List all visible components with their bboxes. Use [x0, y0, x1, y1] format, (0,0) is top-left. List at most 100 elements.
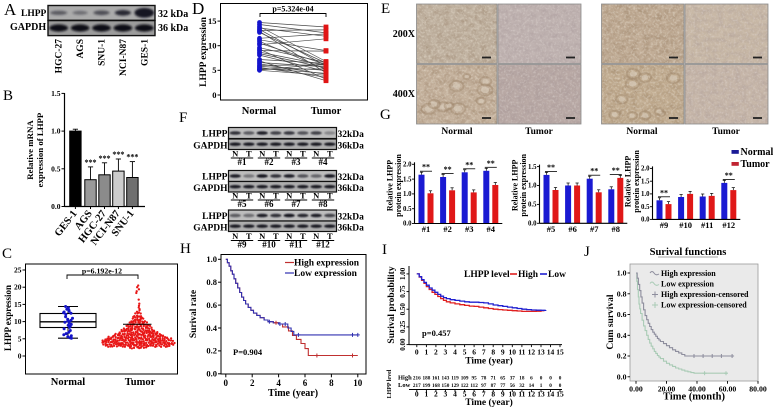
svg-text:***: *** — [85, 158, 97, 167]
svg-text:N: N — [232, 191, 239, 201]
svg-text:80.00: 80.00 — [749, 384, 767, 393]
svg-text:**: ** — [725, 171, 733, 180]
svg-text:A: A — [4, 0, 17, 19]
svg-text:5: 5 — [463, 390, 467, 399]
svg-text:Relative LHPP: Relative LHPP — [386, 160, 395, 211]
svg-text:1.0: 1.0 — [528, 183, 537, 190]
svg-text:1.0: 1.0 — [206, 254, 217, 264]
svg-text:1.00: 1.00 — [399, 267, 407, 280]
svg-text:10: 10 — [208, 41, 217, 51]
svg-text:N: N — [259, 149, 266, 159]
svg-text:1.0: 1.0 — [403, 191, 412, 198]
svg-text:3: 3 — [444, 348, 448, 357]
svg-text:Low: Low — [548, 270, 566, 280]
svg-text:GAPDH: GAPDH — [193, 184, 228, 194]
svg-text:95: 95 — [472, 376, 478, 382]
svg-text:T: T — [273, 231, 279, 241]
svg-text:32 kDa: 32 kDa — [158, 9, 188, 20]
svg-text:Normal: Normal — [741, 147, 773, 158]
svg-text:0: 0 — [549, 376, 552, 382]
svg-text:expression of LHPP: expression of LHPP — [35, 112, 45, 187]
svg-text:**: ** — [444, 165, 452, 174]
svg-text:32kDa: 32kDa — [338, 213, 365, 223]
svg-text:7: 7 — [482, 348, 486, 357]
svg-text:LHPP: LHPP — [202, 130, 228, 140]
svg-text:188: 188 — [423, 376, 431, 382]
svg-text:5: 5 — [18, 334, 22, 343]
svg-text:9: 9 — [501, 348, 505, 357]
svg-text:SNU-1: SNU-1 — [98, 39, 108, 66]
svg-text:***: *** — [112, 150, 124, 159]
svg-text:#2: #2 — [443, 224, 452, 234]
svg-text:N: N — [286, 191, 293, 201]
svg-text:**: ** — [660, 188, 668, 197]
svg-text:13: 13 — [537, 390, 545, 399]
svg-text:#3: #3 — [465, 224, 474, 234]
svg-text:32kDa: 32kDa — [338, 130, 365, 140]
svg-text:N: N — [286, 149, 293, 159]
svg-text:N: N — [259, 231, 266, 241]
svg-text:0.4: 0.4 — [617, 331, 627, 340]
svg-text:**: ** — [465, 160, 473, 169]
svg-text:T: T — [273, 191, 279, 201]
svg-text:LHPP expression: LHPP expression — [3, 285, 13, 351]
svg-text:87: 87 — [491, 383, 497, 389]
svg-text:#12: #12 — [316, 240, 330, 250]
svg-text:0.00: 0.00 — [399, 338, 407, 351]
svg-text:8: 8 — [491, 348, 495, 357]
svg-text:P=0.904: P=0.904 — [233, 347, 263, 357]
svg-text:0.0: 0.0 — [641, 217, 650, 224]
svg-text:GAPDH: GAPDH — [193, 224, 228, 234]
svg-text:15: 15 — [556, 348, 564, 357]
svg-text:0.0: 0.0 — [206, 369, 217, 379]
svg-text:0.5: 0.5 — [51, 164, 61, 173]
svg-text:71: 71 — [491, 376, 497, 382]
svg-text:Normal: Normal — [51, 377, 85, 388]
svg-text:p=6.192e-12: p=6.192e-12 — [82, 267, 122, 276]
svg-text:T: T — [300, 191, 306, 201]
svg-text:High expression-censored: High expression-censored — [661, 290, 749, 299]
svg-text:Surival probability: Surival probability — [387, 266, 397, 343]
svg-text:p=5.324e-04: p=5.324e-04 — [272, 5, 313, 14]
svg-text:Low expression: Low expression — [661, 280, 715, 289]
svg-text:p=0.457: p=0.457 — [422, 328, 451, 338]
svg-text:10: 10 — [509, 348, 517, 357]
svg-text:**: ** — [590, 167, 598, 176]
svg-text:65: 65 — [500, 376, 506, 382]
svg-text:protein expression: protein expression — [394, 154, 403, 217]
svg-text:E: E — [381, 1, 390, 17]
svg-text:10: 10 — [14, 317, 22, 326]
svg-text:97: 97 — [481, 383, 487, 389]
svg-text:20.00: 20.00 — [658, 384, 676, 393]
svg-text:161: 161 — [432, 376, 440, 382]
svg-text:#10: #10 — [262, 240, 276, 250]
svg-text:Low expression-censored: Low expression-censored — [661, 301, 747, 310]
svg-text:1: 1 — [425, 348, 429, 357]
svg-text:0.5: 0.5 — [641, 204, 650, 211]
svg-text:0.0: 0.0 — [528, 221, 537, 228]
svg-text:#1: #1 — [422, 224, 431, 234]
svg-text:0.0: 0.0 — [403, 221, 412, 228]
svg-text:Normal: Normal — [242, 106, 276, 117]
svg-text:Relative LHPP: Relative LHPP — [511, 160, 520, 211]
svg-text:5: 5 — [212, 65, 216, 75]
svg-text:9: 9 — [501, 390, 505, 399]
svg-text:T: T — [246, 149, 252, 159]
svg-text:Tumor: Tumor — [125, 377, 156, 388]
svg-text:AGS: AGS — [76, 39, 86, 59]
svg-text:5: 5 — [463, 348, 467, 357]
svg-text:0.50: 0.50 — [399, 303, 407, 316]
svg-text:0.00: 0.00 — [629, 384, 643, 393]
svg-text:25: 25 — [14, 266, 22, 275]
svg-text:0: 0 — [559, 383, 562, 389]
svg-text:217: 217 — [413, 383, 421, 389]
svg-text:36 kDa: 36 kDa — [158, 23, 188, 34]
svg-text:T: T — [327, 191, 333, 201]
svg-text:0: 0 — [224, 378, 229, 388]
svg-text:0: 0 — [540, 376, 543, 382]
svg-text:8: 8 — [491, 390, 495, 399]
svg-text:***: *** — [126, 153, 138, 162]
svg-text:LHPP: LHPP — [202, 212, 228, 222]
svg-text:LHPP level: LHPP level — [387, 369, 393, 398]
svg-text:#11: #11 — [289, 240, 303, 250]
